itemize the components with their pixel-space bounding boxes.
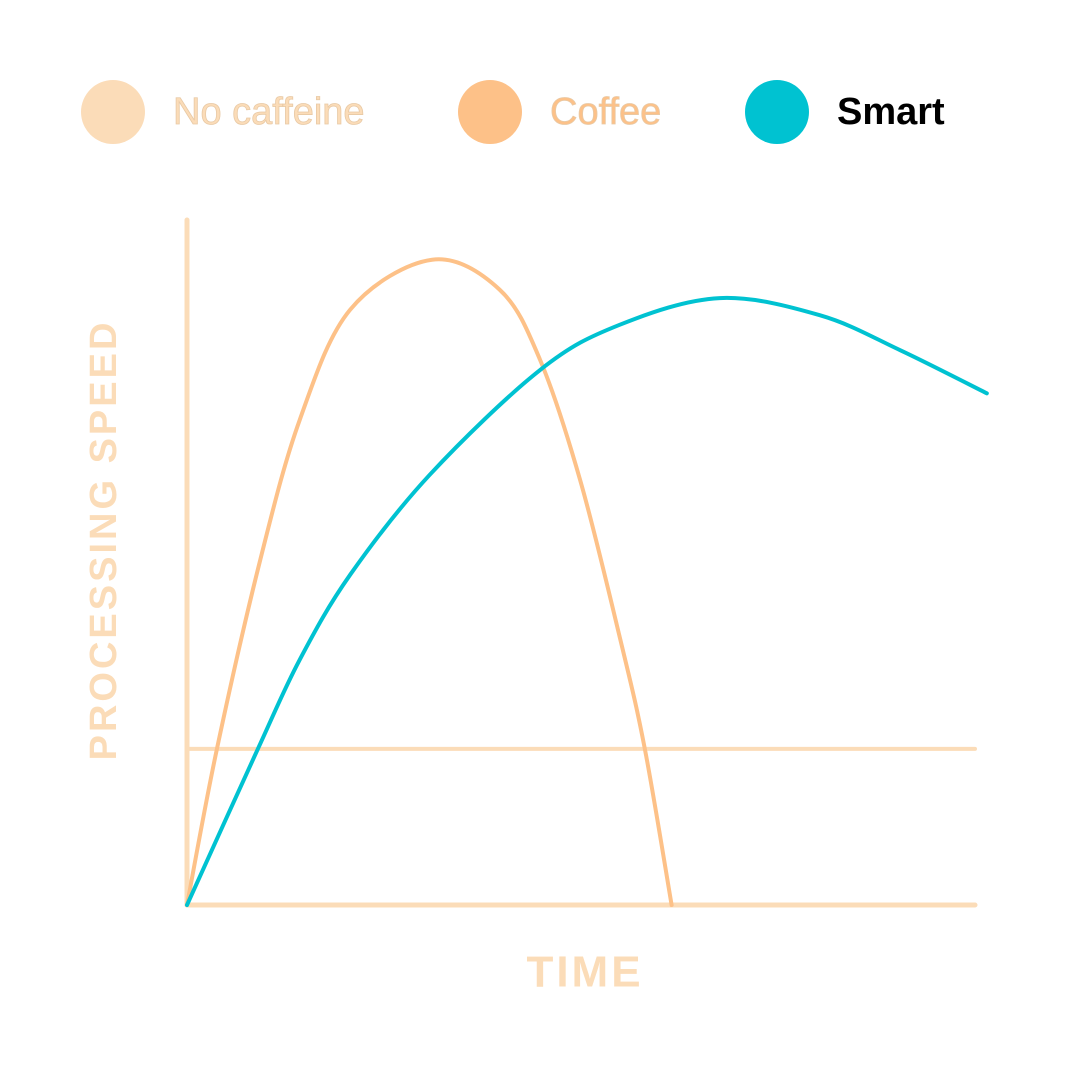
- legend-swatch[interactable]: [745, 80, 809, 144]
- legend-label[interactable]: No caffeine: [173, 91, 365, 134]
- y-axis-label: PROCESSING SPEED: [83, 320, 125, 761]
- x-axis-label: TIME: [526, 948, 643, 997]
- line: [185, 257, 674, 907]
- legend-swatch[interactable]: [458, 80, 522, 144]
- legend-label[interactable]: Coffee: [550, 91, 662, 134]
- legend-swatch[interactable]: [81, 80, 145, 144]
- legend-label[interactable]: Smart: [837, 91, 945, 133]
- line: [185, 295, 989, 907]
